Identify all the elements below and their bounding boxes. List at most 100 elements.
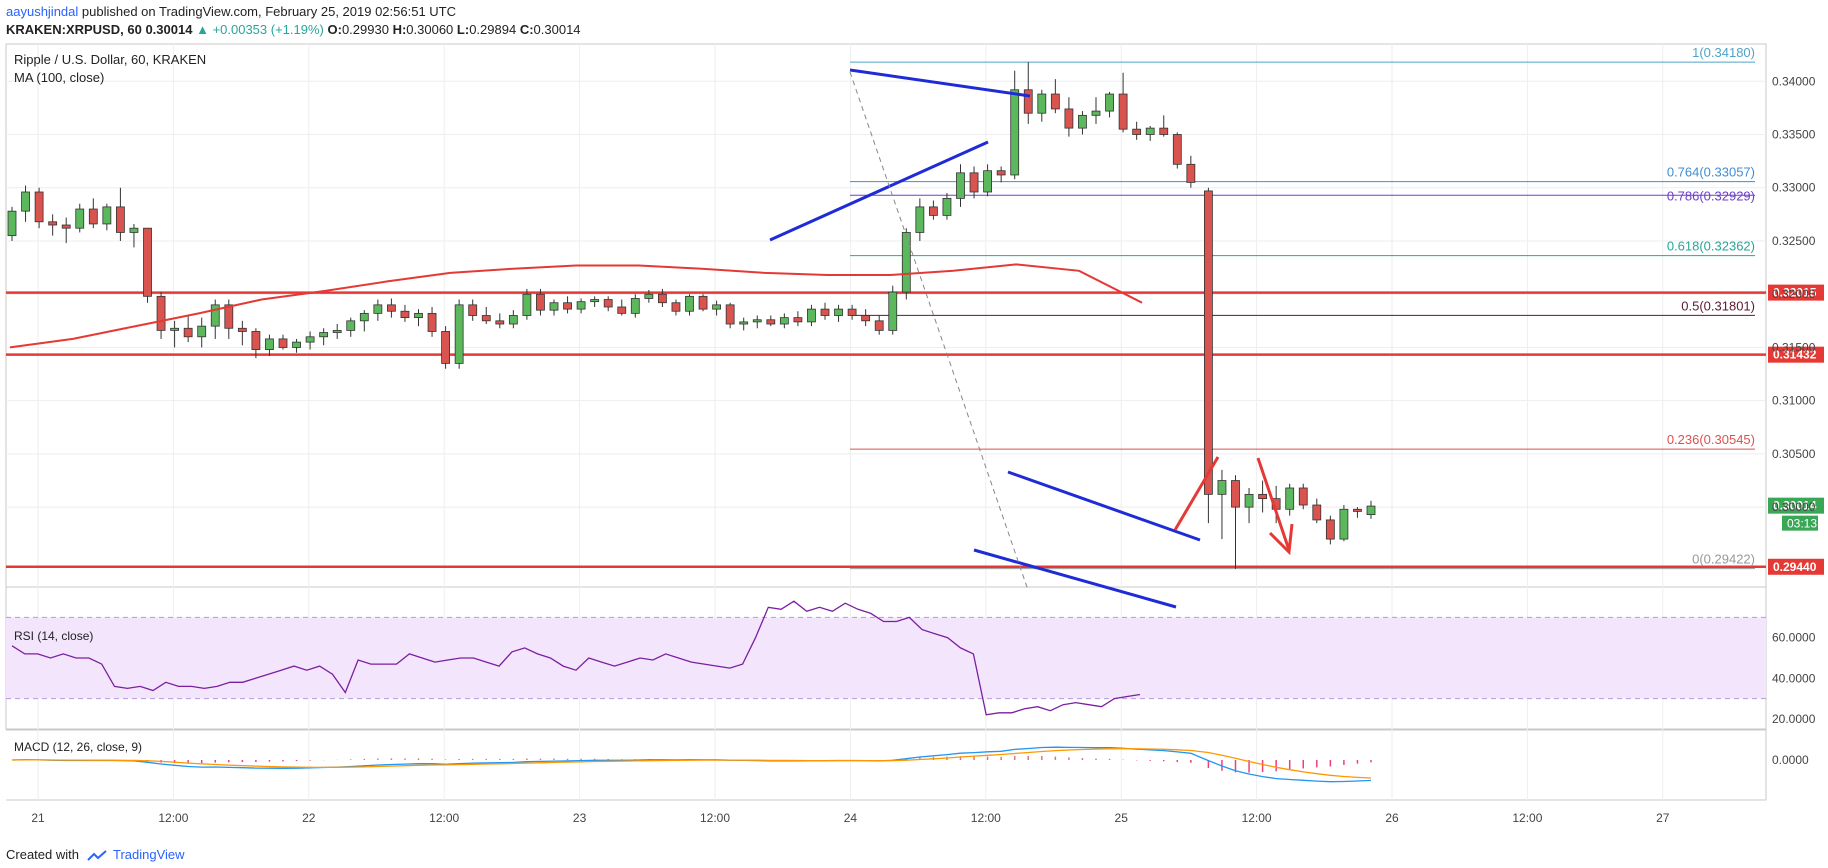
low-label: L: (456, 22, 470, 37)
candle-body (685, 295, 694, 312)
close-value: 0.30014 (533, 22, 581, 37)
fib-diagonal-line (849, 71, 1029, 591)
price-tick-label: 0.33000 (1772, 181, 1816, 195)
last-price-tag-label: 0.30014 (1773, 499, 1817, 513)
candle-body (237, 327, 247, 332)
channel-lower-line[interactable] (973, 548, 1177, 609)
candle-body (508, 315, 518, 325)
open-label: O: (327, 22, 342, 37)
candle-body (1105, 93, 1114, 112)
candle-body (1285, 487, 1295, 510)
time-tick-label: 12:00 (971, 811, 1001, 825)
candle-body (75, 208, 85, 229)
symbol-name: KRAKEN:XRPUSD, 60 (6, 22, 142, 37)
publish-header: aayushjindal published on TradingView.co… (6, 4, 456, 26)
candle-body (630, 298, 640, 314)
macd-signal-line (11, 748, 1372, 779)
candle-body (1258, 493, 1267, 500)
candle-body (210, 304, 220, 327)
candle-body (332, 330, 342, 333)
time-tick-label: 22 (302, 811, 316, 825)
candle-body (21, 191, 30, 212)
candle-body (725, 304, 735, 325)
candle-body (820, 308, 830, 316)
candle-body (468, 304, 478, 316)
candle-body (454, 304, 464, 364)
candle-body (1145, 127, 1155, 135)
candle-body (576, 301, 586, 310)
candle-body (671, 302, 681, 312)
candle-body (1244, 493, 1254, 508)
tradingview-link[interactable]: TradingView (113, 847, 185, 862)
rsi-label: RSI (14, close) (14, 629, 93, 643)
candle-body (129, 227, 139, 233)
rsi-pane: 60.0000 40.0000 20.0000 (6, 600, 1816, 726)
price-tick-label: 0.30000 (1772, 500, 1816, 514)
candle-body (1339, 508, 1349, 540)
candle-body (522, 293, 532, 316)
price-tick-label: 0.33500 (1772, 128, 1816, 142)
fib-level-label: 1(0.34180) (1692, 45, 1755, 60)
countdown-label: 03:13 (1787, 517, 1817, 531)
candle-body (1172, 134, 1182, 165)
candle-body (996, 170, 1006, 176)
candle-body (1217, 480, 1227, 495)
candle-body (48, 221, 58, 226)
candle-body (1298, 487, 1308, 506)
candle-body (61, 224, 71, 229)
author-link[interactable]: aayushjindal (6, 4, 79, 19)
candle-body (265, 338, 274, 350)
bounce-arrow-up (1173, 456, 1220, 531)
candle-body (102, 206, 112, 225)
candle-body (1353, 508, 1362, 512)
candle-body (386, 304, 396, 312)
channel-upper-line[interactable] (1007, 470, 1201, 542)
drop-arrow-head (1268, 523, 1294, 556)
candle-body (1037, 93, 1047, 114)
symbol-line: KRAKEN:XRPUSD, 60 0.30014 ▲ +0.00353 (+1… (6, 22, 581, 37)
candle-body (292, 341, 301, 348)
candle-body (590, 299, 600, 303)
candle-body (983, 170, 992, 193)
candle-body (1204, 190, 1213, 495)
candle-body (346, 320, 356, 331)
candle-body (1325, 519, 1335, 540)
price-tag (1768, 284, 1824, 301)
candle-body (88, 208, 98, 225)
candle-body (698, 295, 708, 310)
created-with-text: Created with (6, 847, 79, 862)
candle-body (793, 317, 803, 323)
candle-body (712, 304, 721, 310)
candle-body (305, 336, 315, 343)
fib-level-label: 0.764(0.33057) (1667, 165, 1755, 180)
candle-body (861, 315, 871, 322)
candle-body (779, 317, 789, 325)
price-tick-label: 0.31500 (1772, 340, 1816, 354)
price-tag-label: 0.29440 (1773, 560, 1817, 574)
macd-pane: 0.0000 (11, 746, 1809, 783)
candle-body (766, 319, 776, 325)
candle-body (901, 232, 911, 293)
time-tick-label: 21 (31, 811, 45, 825)
fib-level-label: 0.786(0.32929) (1667, 188, 1755, 203)
candle-body (400, 310, 410, 319)
candlestick-series (7, 62, 1376, 569)
price-tick-label: 0.30500 (1772, 447, 1816, 461)
candle-body (441, 331, 451, 364)
trendline-rising-support[interactable] (769, 140, 989, 242)
candle-body (1312, 504, 1322, 521)
price-tag-label: 0.31432 (1773, 348, 1817, 362)
fib-level-label: 0.236(0.30545) (1667, 432, 1755, 447)
tradingview-logo-icon (86, 849, 107, 861)
trendline-upper-top[interactable] (849, 68, 1031, 98)
candle-body (1159, 127, 1169, 135)
time-tick-label: 12:00 (1512, 811, 1542, 825)
macd-tick-label: 0.0000 (1772, 753, 1809, 767)
rsi-tick-label: 60.0000 (1772, 631, 1816, 645)
price-tick-label: 0.32500 (1772, 234, 1816, 248)
price-tag (1768, 346, 1824, 363)
candle-body (644, 293, 654, 299)
time-tick-label: 12:00 (429, 811, 459, 825)
